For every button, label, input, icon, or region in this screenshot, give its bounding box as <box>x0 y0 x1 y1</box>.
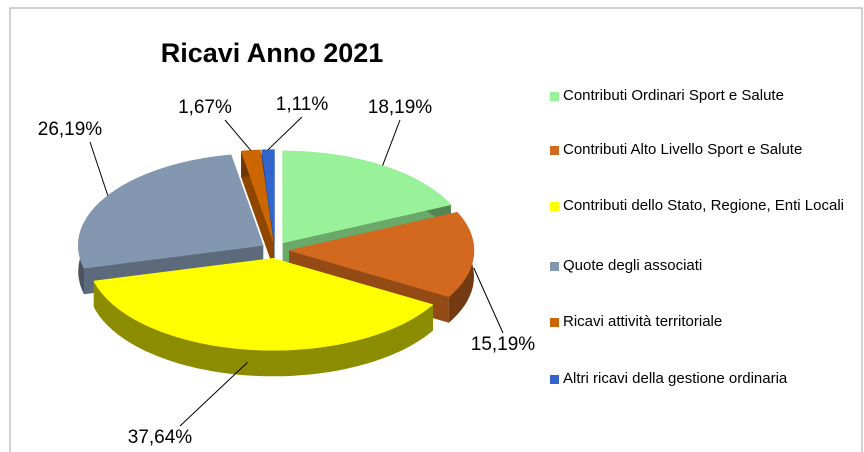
legend-swatch <box>550 262 559 271</box>
legend-label: Contributi Alto Livello Sport e Salute <box>563 141 803 158</box>
legend-item: Contributi dello Stato, Regione, Enti Lo… <box>550 197 850 215</box>
legend-swatch <box>550 202 559 211</box>
leader-line <box>89 141 109 196</box>
data-label: 1,11% <box>276 94 329 115</box>
legend-label: Quote degli associati <box>563 257 703 274</box>
legend-item: Quote degli associati <box>550 257 850 275</box>
leader-line <box>473 267 504 334</box>
legend-swatch <box>550 318 559 327</box>
legend-item: Ricavi attività territoriale <box>550 313 850 331</box>
legend-item: Contributi Ordinari Sport e Salute <box>550 87 850 105</box>
legend-label: Contributi dello Stato, Regione, Enti Lo… <box>563 197 845 214</box>
leader-line <box>267 116 303 151</box>
leader-line <box>382 119 401 166</box>
data-label: 26,19% <box>38 119 103 140</box>
legend-swatch <box>550 146 559 155</box>
legend-swatch <box>550 375 559 384</box>
leader-line <box>224 119 252 151</box>
slice <box>77 154 264 269</box>
slice <box>288 211 475 297</box>
slice <box>93 258 434 351</box>
data-label: 37,64% <box>128 427 193 448</box>
slice <box>261 149 275 242</box>
slice-side <box>93 281 434 377</box>
legend-label: Altri ricavi della gestione ordinaria <box>563 370 788 387</box>
chart-title: Ricavi Anno 2021 <box>161 38 384 68</box>
data-label: 15,19% <box>471 334 536 355</box>
legend-label: Ricavi attività territoriale <box>563 313 723 330</box>
legend-label: Contributi Ordinari Sport e Salute <box>563 87 784 104</box>
legend-item: Contributi Alto Livello Sport e Salute <box>550 141 850 159</box>
legend-swatch <box>550 92 559 101</box>
data-label: 1,67% <box>178 97 232 118</box>
data-label: 18,19% <box>368 97 433 118</box>
legend-item: Altri ricavi della gestione ordinaria <box>550 370 850 388</box>
leader-line <box>179 362 248 427</box>
slice-wall <box>241 151 274 268</box>
